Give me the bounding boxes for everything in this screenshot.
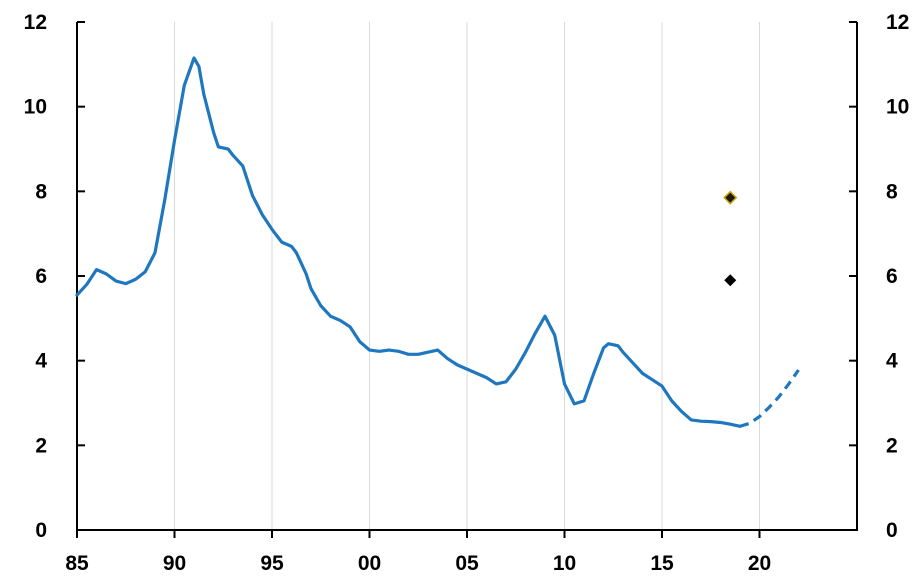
y-tick-label-right: 10	[886, 96, 909, 119]
markers	[723, 190, 738, 287]
x-tick-label: 90	[163, 552, 186, 575]
axes	[76, 21, 858, 538]
y-tick-label-left: 2	[35, 434, 47, 457]
y-tick-label-left: 10	[24, 96, 47, 119]
y-tick-label-left: 8	[35, 180, 47, 203]
y-tick-label-right: 8	[886, 180, 898, 203]
y-tick-label-left: 0	[35, 519, 47, 542]
x-tick-label: 95	[260, 552, 284, 575]
x-tick-label: 15	[650, 552, 674, 575]
y-tick-label-right: 6	[886, 265, 898, 288]
x-tick-label: 00	[358, 552, 381, 575]
y-tick-label-right: 2	[886, 434, 898, 457]
y-tick-label-left: 4	[35, 350, 47, 373]
diamond-marker	[723, 190, 738, 205]
x-tick-label: 85	[65, 552, 89, 575]
y-tick-label-right: 12	[886, 11, 909, 34]
series-line-actual	[75, 56, 742, 428]
y-tick-label-right: 0	[886, 519, 898, 542]
diamond-marker	[724, 274, 737, 287]
x-tick-label: 20	[748, 552, 771, 575]
grid-lines	[174, 22, 760, 530]
y-tick-label-left: 12	[24, 11, 47, 34]
y-tick-label-left: 6	[35, 265, 47, 288]
y-tick-label-right: 4	[886, 350, 898, 373]
series-lines	[75, 56, 800, 428]
x-tick-label: 05	[455, 552, 479, 575]
x-tick-label: 10	[553, 552, 576, 575]
series-line-projection	[739, 369, 800, 428]
